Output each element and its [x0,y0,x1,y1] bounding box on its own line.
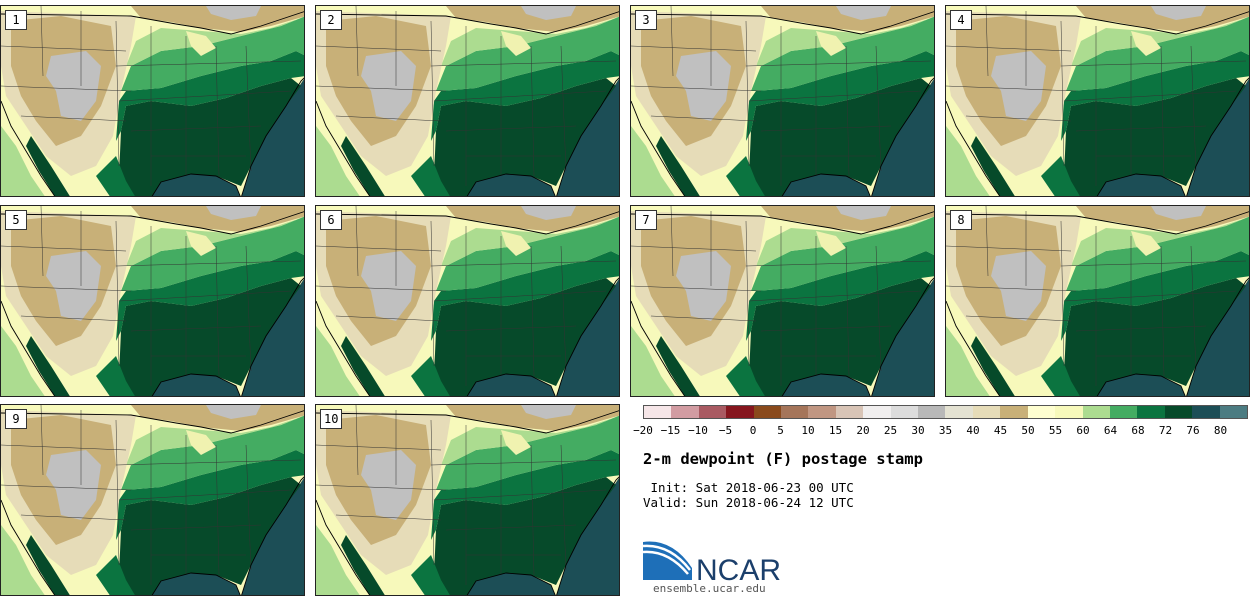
colorbar-tick: 60 [1076,424,1090,437]
colorbar-swatch [945,406,973,418]
colorbar-tick: 40 [966,424,980,437]
colorbar-tick: 35 [938,424,953,437]
dewpoint-map [946,206,1249,396]
colorbar-tick: 64 [1103,424,1118,437]
postage-stamp-map-3: 3 [630,5,935,197]
postage-stamp-map-9: 9 [0,404,305,596]
colorbar-tick: −15 [660,424,681,437]
colorbar-swatch [1000,406,1028,418]
colorbar-tick: 5 [777,424,784,437]
colorbar-tick-labels: −20 −15 −10 −5 0 5 10 15 20 25 30 35 40 45 50 55 60 64 68 7… [633,424,1260,438]
colorbar-tick: 76 [1186,424,1200,437]
postage-stamp-map-5: 5 [0,205,305,397]
colorbar-swatch [835,406,864,418]
colorbar-swatch [808,406,836,418]
dewpoint-map [1,6,304,196]
dewpoint-map [946,6,1249,196]
ensemble-url: ensemble.ucar.edu [653,582,766,595]
colorbar-tick: 45 [993,424,1008,437]
postage-stamp-map-2: 2 [315,5,620,197]
colorbar-swatch [644,406,672,418]
colorbar-tick: −5 [718,424,733,437]
dewpoint-colorbar [643,405,1248,419]
ensemble-member-number: 8 [950,210,972,230]
colorbar-tick: 80 [1213,424,1228,437]
init-time: Init: Sat 2018-06-23 00 UTC [643,480,854,495]
colorbar-swatch [890,406,919,418]
colorbar-swatch [863,406,891,418]
dewpoint-map [316,206,619,396]
colorbar-swatch [698,406,727,418]
colorbar-swatch [918,406,946,418]
colorbar-swatch [972,406,1001,418]
ensemble-member-number: 5 [5,210,27,230]
colorbar-tick: 30 [911,424,925,437]
colorbar-swatch [1219,406,1247,418]
postage-stamp-map-7: 7 [630,205,935,397]
dewpoint-map [631,206,934,396]
ensemble-member-number: 4 [950,10,972,30]
ensemble-member-number: 9 [5,409,27,429]
valid-time: Valid: Sun 2018-06-24 12 UTC [643,495,854,510]
postage-stamp-map-4: 4 [945,5,1250,197]
ncar-logo: NCAR [642,541,781,584]
colorbar-swatch [1192,406,1220,418]
colorbar-tick: 0 [749,424,757,437]
colorbar-tick: 50 [1021,424,1035,437]
ensemble-member-number: 10 [320,409,343,429]
dewpoint-map [1,206,304,396]
dewpoint-map [316,6,619,196]
ensemble-member-number: 1 [5,10,27,30]
colorbar-tick: −10 [688,424,708,437]
ncar-logo-text: NCAR [696,554,781,584]
colorbar-tick: 20 [856,424,870,437]
colorbar-swatch [1027,406,1056,418]
ensemble-member-number: 7 [635,210,657,230]
colorbar-tick: 68 [1131,424,1145,437]
ensemble-member-number: 6 [320,210,342,230]
postage-stamp-map-1: 1 [0,5,305,197]
colorbar-swatch [1109,406,1138,418]
colorbar-tick: 15 [828,424,843,437]
colorbar-swatch [671,406,699,418]
colorbar-swatch [1137,406,1165,418]
colorbar-tick: −20 [633,424,653,437]
colorbar-swatch [781,406,809,418]
colorbar-tick: 10 [801,424,815,437]
dewpoint-map [316,405,619,595]
ensemble-member-number: 3 [635,10,657,30]
postage-stamp-map-6: 6 [315,205,620,397]
colorbar-tick: 25 [883,424,898,437]
ensemble-member-number: 2 [320,10,342,30]
colorbar-swatch [726,406,754,418]
colorbar-swatch [1164,406,1193,418]
colorbar-swatch [1055,406,1083,418]
dewpoint-map [631,6,934,196]
plot-title: 2-m dewpoint (F) postage stamp [643,450,923,468]
postage-stamp-map-8: 8 [945,205,1250,397]
dewpoint-map [1,405,304,595]
colorbar-swatch [753,406,782,418]
colorbar-tick: 55 [1048,424,1063,437]
colorbar-tick: 72 [1158,424,1173,437]
colorbar-swatch [1082,406,1110,418]
postage-stamp-map-10: 10 [315,404,620,596]
